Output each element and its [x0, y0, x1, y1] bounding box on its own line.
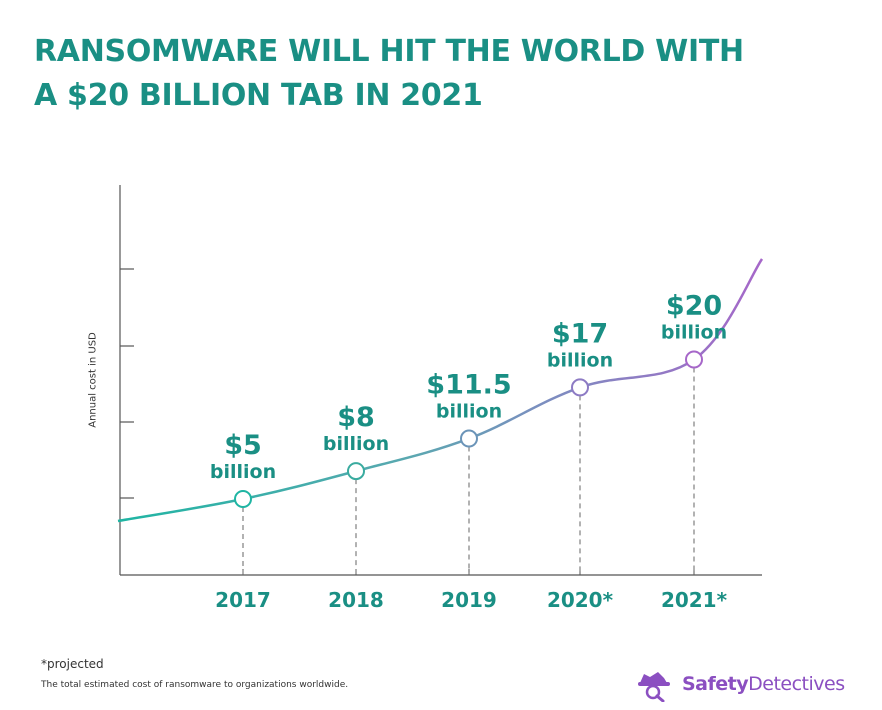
logo-text-safety: Safety	[682, 673, 749, 695]
data-label-unit: billion	[547, 349, 613, 371]
data-label-unit: billion	[436, 401, 502, 423]
chart-title: RANSOMWARE WILL HIT THE WORLD WITH A $20…	[34, 30, 854, 118]
title-line-1: RANSOMWARE WILL HIT THE WORLD WITH	[34, 34, 744, 69]
data-label-amount: $11.5	[426, 370, 511, 401]
data-label-amount: $20	[666, 291, 722, 322]
x-tick-label: 2019	[441, 588, 497, 612]
data-label-amount: $5	[224, 430, 262, 461]
footnote: *projected	[41, 657, 104, 671]
logo-wordmark: SafetyDetectives	[682, 673, 845, 695]
data-point	[234, 490, 252, 508]
x-tick-label: 2020*	[547, 588, 614, 612]
data-label-amount: $17	[552, 318, 608, 349]
data-point	[571, 378, 589, 397]
data-label-amount: $8	[337, 402, 375, 433]
detective-hat-icon	[638, 672, 670, 702]
logo-text-detectives: Detectives	[748, 673, 845, 695]
data-label-unit: billion	[323, 433, 389, 455]
data-point	[460, 429, 478, 448]
x-tick-label: 2017	[215, 588, 271, 612]
data-label-unit: billion	[210, 461, 276, 483]
x-tick-label: 2018	[328, 588, 384, 612]
data-point	[347, 462, 365, 481]
title-line-2: A $20 BILLION TAB IN 2021	[34, 78, 483, 113]
chart-description: The total estimated cost of ransomware t…	[41, 680, 349, 690]
data-label-unit: billion	[661, 322, 727, 344]
safetydetectives-logo[interactable]: SafetyDetectives	[636, 666, 866, 702]
x-tick-label: 2021*	[661, 588, 728, 612]
data-point	[685, 350, 703, 369]
